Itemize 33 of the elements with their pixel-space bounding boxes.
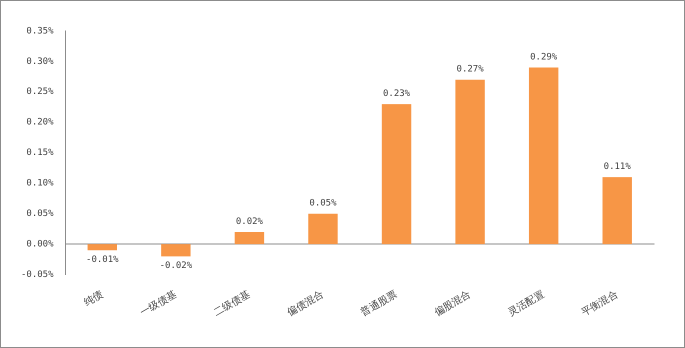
y-tick-label: 0.25% bbox=[26, 87, 54, 98]
y-tick-label: -0.05% bbox=[20, 270, 54, 280]
data-label: 0.23% bbox=[382, 88, 411, 99]
data-label: 0.29% bbox=[530, 52, 558, 62]
data-label: 0.27% bbox=[456, 64, 484, 75]
y-tick-label: 0.10% bbox=[26, 178, 54, 189]
bar bbox=[308, 214, 338, 244]
data-label: 0.02% bbox=[236, 216, 264, 227]
data-label: -0.01% bbox=[86, 255, 120, 266]
x-tick-label: 普通股票 bbox=[358, 288, 400, 319]
x-tick-label: 偏债混合 bbox=[285, 288, 326, 319]
y-tick-label: 0.15% bbox=[26, 148, 54, 158]
y-tick-label: 0.30% bbox=[26, 56, 54, 67]
data-label: 0.05% bbox=[309, 198, 338, 209]
x-tick-label: 偏股混合 bbox=[432, 288, 473, 319]
data-label: 0.11% bbox=[604, 162, 632, 172]
bar bbox=[234, 232, 264, 244]
x-tick-label: 纯债 bbox=[82, 288, 106, 309]
bar bbox=[88, 244, 118, 250]
x-tick-label: 灵活配置 bbox=[506, 288, 546, 319]
y-tick-label: 0.20% bbox=[26, 118, 54, 128]
y-tick-label: 0.00% bbox=[26, 240, 54, 250]
bar bbox=[455, 80, 485, 244]
x-tick-label: 二级债基 bbox=[212, 288, 252, 319]
bar bbox=[528, 68, 558, 244]
y-tick-label: 0.05% bbox=[26, 209, 54, 220]
bar bbox=[602, 177, 632, 244]
bar bbox=[382, 104, 412, 244]
x-tick-label: 一级债基 bbox=[138, 288, 179, 319]
data-label: -0.02% bbox=[160, 261, 193, 272]
bar bbox=[161, 244, 191, 256]
y-tick-label: 0.35% bbox=[26, 26, 54, 36]
x-tick-label: 平衡混合 bbox=[579, 288, 620, 319]
